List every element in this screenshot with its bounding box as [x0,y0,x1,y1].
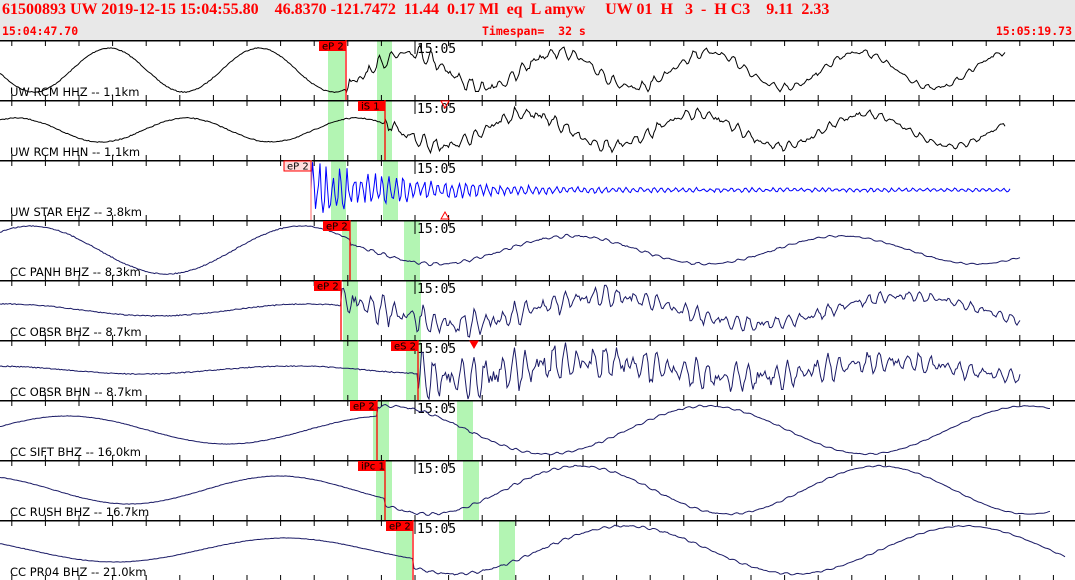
pick-label: eP 2 [322,42,344,53]
pick-window-band [406,340,421,400]
channel-label: CC OBSR BHZ -- 8.7km [10,325,142,339]
minute-label: 15:05 [417,522,456,537]
minute-label: 15:05 [417,342,456,357]
pick-label: eP 2 [353,402,375,413]
channel-panel[interactable]: 15:05 eP 2 UW STAR EHZ -- 3.8km [0,160,1075,220]
pick-window-band [376,460,392,520]
minute-label: 15:05 [417,282,456,297]
amplitude-marker-icon [440,100,450,110]
pick-window-band [404,220,420,280]
pick-flag[interactable] [283,160,312,172]
end-time: 15:05:19.73 [995,24,1072,38]
pick-flag[interactable] [391,341,418,351]
minute-label: 15:05 [417,222,456,237]
channel-panel[interactable]: 15:05 eP 2 CC PR04 BHZ -- 21.0km [0,520,1075,580]
waveform-trace [0,284,1021,338]
pick-flag[interactable] [319,41,346,51]
waveform-trace [0,105,1006,155]
pick-flag[interactable] [314,281,341,291]
minute-label: 15:05 [417,162,456,177]
pick-label: eS 2 [394,342,416,353]
pick-label: eP 2 [326,222,348,233]
pick-label: eP 2 [389,522,411,533]
channel-panel[interactable]: 15:05 eP 2 UW RCM HHZ -- 1.1km [0,40,1075,100]
channel-label: UW RCM HHN -- 1.1km [10,145,140,159]
channel-label: CC PR04 BHZ -- 21.0km [10,565,146,579]
channel-panel[interactable]: 15:05 eP 2 CC OBSR BHZ -- 8.7km [0,280,1075,340]
pick-window-band [457,400,473,460]
waveform-trace [0,225,1021,275]
pick-window-band [499,520,515,580]
timespan: Timespan= 32 s [482,24,586,38]
event-header: 61500893 UW 2019-12-15 15:04:55.80 46.83… [0,0,1075,40]
minute-label: 15:05 [417,102,456,117]
channel-label: UW STAR EHZ -- 3.8km [10,205,142,219]
channel-panel[interactable]: 15:05 eP 2 CC SIFT BHZ -- 16.0km [0,400,1075,460]
pick-flag[interactable] [323,221,350,231]
seismogram-panels[interactable]: 15:05 eP 2 UW RCM HHZ -- 1.1km 15:05 iS 1 UW … [0,40,1075,580]
channel-label: UW RCM HHZ -- 1.1km [10,85,139,99]
pick-label: iS 1 [361,102,380,113]
pick-flag[interactable] [358,461,385,471]
pick-flag[interactable] [358,101,385,111]
amplitude-marker-icon [440,210,450,220]
channel-panel[interactable]: 15:05 iPc 1 CC RUSH BHZ -- 16.7km [0,460,1075,520]
channel-panel[interactable]: 15:05 eP 2 CC PANH BHZ -- 8.3km [0,220,1075,280]
pick-flag[interactable] [350,401,377,411]
pick-window-band [463,460,479,520]
minute-label: 15:05 [417,462,456,477]
pick-label: iPc 1 [361,462,385,473]
waveform-trace [0,464,1051,516]
pick-window-band [377,40,392,100]
event-summary: 61500893 UW 2019-12-15 15:04:55.80 46.83… [2,1,830,18]
minute-label: 15:05 [417,42,456,57]
channel-panel[interactable]: 15:05 iS 1 UW RCM HHN -- 1.1km [0,100,1075,160]
waveform-trace [0,342,1021,400]
pick-window-band [328,100,344,160]
waveform-trace [0,44,1006,94]
channel-label: CC SIFT BHZ -- 16.0km [10,445,141,459]
pick-window-band [396,520,412,580]
pick-window-band [406,280,421,340]
waveform-trace [310,162,1011,213]
pick-flag[interactable] [386,521,413,531]
start-time: 15:04:47.70 [2,24,79,38]
channel-label: CC PANH BHZ -- 8.3km [10,265,141,279]
waveform-trace [0,403,1050,456]
channel-label: CC OBSR BHN -- 8.7km [10,385,142,399]
amplitude-marker-icon [469,340,479,350]
waveform-trace [0,524,1066,576]
pick-window-band [343,340,358,400]
pick-label: eP 2 [287,162,309,173]
minute-label: 15:05 [417,402,456,417]
channel-label: CC RUSH BHZ -- 16.7km [10,505,149,519]
pick-label: eP 2 [317,282,339,293]
pick-window-band [328,40,345,100]
